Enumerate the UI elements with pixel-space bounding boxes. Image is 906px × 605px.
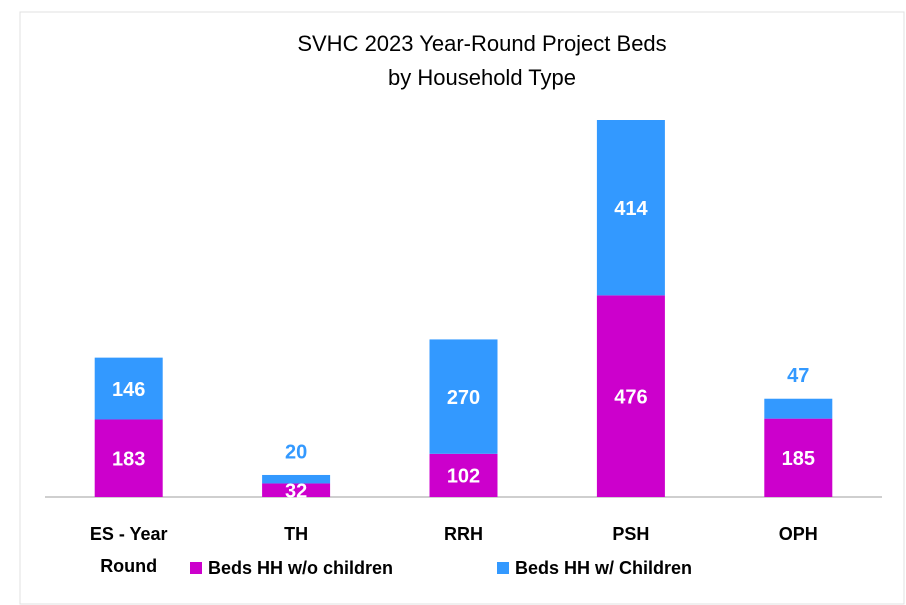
bar-segment [94,419,163,497]
data-label: 414 [614,198,648,220]
bar-segment [764,398,833,419]
chart-title: SVHC 2023 Year-Round Project Beds [297,31,666,56]
bar-segment [764,418,833,497]
data-label: 20 [285,441,307,463]
legend-label: Beds HH w/ Children [515,558,692,578]
bar-segment [596,295,665,497]
x-tick-label: OPH [778,524,818,544]
data-label: 476 [614,386,647,408]
data-label: 47 [787,365,809,387]
bar-segment [262,474,331,484]
x-tick-label: ES - Year Round [89,524,168,576]
x-tick-label: RRH [444,524,483,544]
data-label: 270 [447,387,480,409]
legend-swatch [190,562,202,574]
chart-title: by Household Type [388,65,576,90]
legend-label: Beds HH w/o children [208,558,393,578]
bar-segment [429,453,498,497]
bar-segment [429,339,498,454]
bar-segment [94,357,163,420]
data-label: 183 [112,449,145,471]
data-label: 102 [447,466,480,488]
chart-frame [19,11,905,605]
data-label: 32 [285,481,307,503]
data-label: 185 [782,448,815,470]
bar-segment [262,483,331,497]
bar-segment [596,120,665,296]
x-tick-label: TH [284,524,309,544]
x-tick-label: PSH [612,524,650,544]
legend-swatch [497,562,509,574]
data-label: 146 [112,379,145,401]
